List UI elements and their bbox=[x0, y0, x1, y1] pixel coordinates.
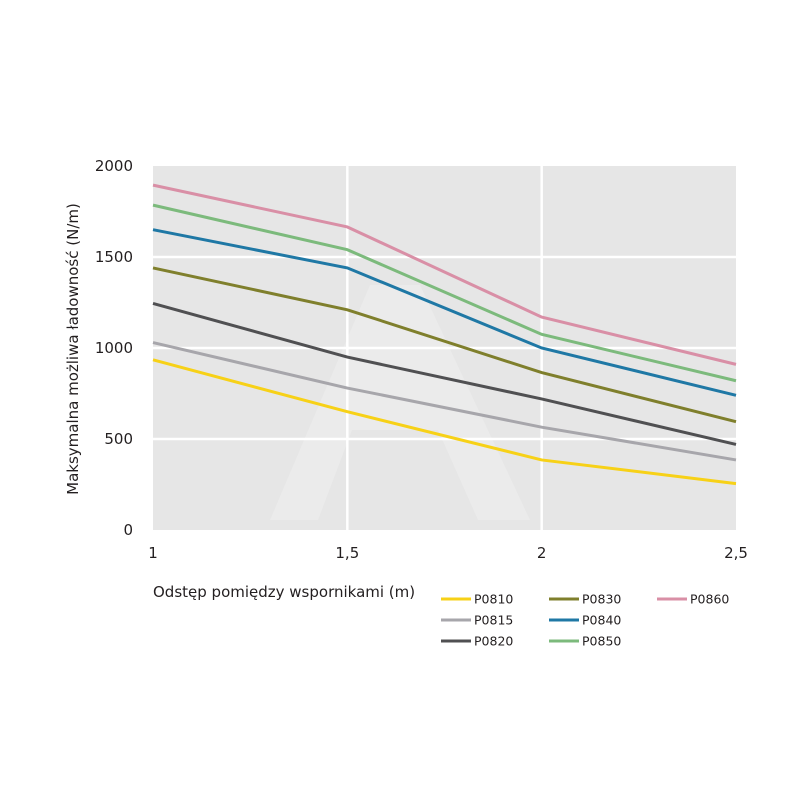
legend-item-p0850: P0850 bbox=[549, 634, 621, 649]
y-tick-label: 1500 bbox=[95, 248, 133, 266]
series-line-p0860 bbox=[152, 183, 737, 366]
series-line-p0815 bbox=[152, 341, 737, 462]
legend-label: P0840 bbox=[582, 613, 621, 628]
x-tick-label: 2 bbox=[537, 544, 547, 562]
legend-label: P0850 bbox=[582, 634, 621, 649]
y-tick-label: 500 bbox=[104, 430, 133, 448]
legend-item-p0840: P0840 bbox=[549, 613, 621, 628]
x-axis-title: Odstęp pomiędzy wspornikami (m) bbox=[153, 583, 415, 601]
series-line-p0850 bbox=[152, 203, 737, 383]
series-line-p0840 bbox=[152, 228, 737, 397]
x-axis-ticks: 1 1,5 2 2,5 bbox=[148, 544, 748, 562]
series-line-p0830 bbox=[152, 266, 737, 424]
watermark-logo bbox=[270, 285, 530, 520]
series-line-p0820 bbox=[152, 301, 737, 446]
legend-item-p0830: P0830 bbox=[549, 592, 621, 607]
legend-item-p0815: P0815 bbox=[441, 613, 513, 628]
y-tick-label: 0 bbox=[123, 521, 133, 539]
legend-label: P0820 bbox=[474, 634, 513, 649]
x-tick-label: 2,5 bbox=[724, 544, 748, 562]
y-axis-title: Maksymalna możliwa ładowność (N/m) bbox=[64, 203, 82, 495]
y-tick-label: 1000 bbox=[95, 339, 133, 357]
y-tick-label: 2000 bbox=[95, 157, 133, 175]
legend-label: P0810 bbox=[474, 592, 513, 607]
legend-item-p0810: P0810 bbox=[441, 592, 513, 607]
series-lines bbox=[152, 183, 737, 486]
series-line-p0810 bbox=[152, 358, 737, 486]
x-tick-label: 1,5 bbox=[335, 544, 359, 562]
legend-label: P0860 bbox=[690, 592, 729, 607]
legend-label: P0815 bbox=[474, 613, 513, 628]
legend: P0810 P0815 P0820 P0830 P0840 P0850 P0860 bbox=[441, 592, 729, 649]
x-tick-label: 1 bbox=[148, 544, 158, 562]
legend-label: P0830 bbox=[582, 592, 621, 607]
legend-item-p0860: P0860 bbox=[657, 592, 729, 607]
y-axis-ticks: 0 500 1000 1500 2000 bbox=[95, 157, 133, 539]
legend-item-p0820: P0820 bbox=[441, 634, 513, 649]
